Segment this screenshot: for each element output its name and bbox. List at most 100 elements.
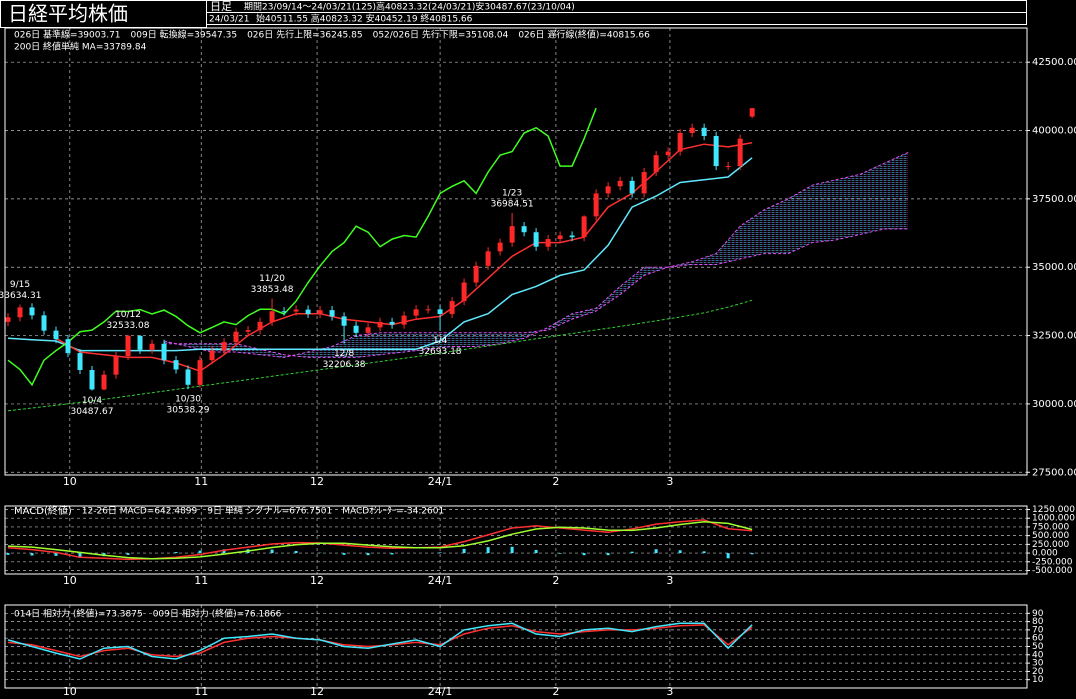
x-tick-label: 11 xyxy=(194,574,208,587)
y-tick-label: 10 xyxy=(1032,675,1044,685)
legend-entry: 009日 転換線=39547.35 xyxy=(131,29,238,41)
candle-body xyxy=(617,180,623,187)
histogram-bar xyxy=(702,551,706,554)
histogram-bar xyxy=(390,553,394,555)
annotation-value: 32206.38 xyxy=(323,360,366,370)
y-tick-label: 30000.00 xyxy=(1032,399,1076,410)
header-row xyxy=(206,12,1027,25)
candle-body xyxy=(149,343,155,350)
histogram-bar xyxy=(30,553,34,556)
histogram-bar xyxy=(342,553,346,555)
candle-body xyxy=(737,138,743,167)
panel-frame xyxy=(4,27,1028,476)
histogram-bar xyxy=(198,550,202,554)
candle-body xyxy=(113,356,119,375)
candle-body xyxy=(725,166,731,168)
x-tick-label: 24/1 xyxy=(428,574,453,587)
annotation-date: 1/23 xyxy=(502,188,522,198)
x-tick-label: 3 xyxy=(666,685,673,698)
histogram-bar xyxy=(726,553,730,559)
series-line xyxy=(7,107,597,387)
histogram-bar xyxy=(654,549,658,554)
histogram-bar xyxy=(438,552,442,554)
period: 期間23/09/14～24/03/21(125)高40823.32(24/03/… xyxy=(244,1,575,13)
candle-body xyxy=(209,350,215,361)
y-tick-label: 20 xyxy=(1032,667,1044,677)
histogram-bar xyxy=(294,550,298,554)
histogram-bar xyxy=(462,548,466,554)
candle-body xyxy=(605,186,611,194)
candle-body xyxy=(101,374,107,390)
candle-body xyxy=(29,307,35,316)
candle-body xyxy=(305,309,311,314)
legend-entry: MACDｵｼﾚｰﾀｰ=-34.2601 xyxy=(342,506,444,517)
histogram-bar xyxy=(222,549,226,554)
candle-body xyxy=(125,335,131,357)
candle-body xyxy=(365,327,371,333)
candle-body xyxy=(473,265,479,283)
candle-body xyxy=(161,343,167,361)
annotation-date: 1/4 xyxy=(433,336,448,346)
histogram-bar xyxy=(54,553,58,556)
y-tick-label: 42500.00 xyxy=(1032,57,1076,68)
y-tick-label: 27500.00 xyxy=(1032,467,1076,478)
x-tick-label: 12 xyxy=(310,685,324,698)
annotation-value: 33634.31 xyxy=(0,291,41,301)
candle-body xyxy=(497,242,503,252)
candle-body xyxy=(41,315,47,331)
annotation-value: 30487.67 xyxy=(71,407,114,417)
candle-body xyxy=(533,232,539,247)
legend-entry: 052/026日 先行下限=35108.04 xyxy=(373,29,509,41)
histogram-bar xyxy=(558,553,562,554)
x-tick-label: 10 xyxy=(63,685,77,698)
x-tick-label: 11 xyxy=(194,685,208,698)
x-tick-label: 10 xyxy=(63,574,77,587)
plot xyxy=(5,506,1027,574)
y-tick-label: 70 xyxy=(1032,625,1044,635)
candle-body xyxy=(293,309,299,312)
candle-body xyxy=(341,316,347,326)
candle-body xyxy=(569,235,575,238)
series-line xyxy=(7,520,753,560)
legend-entry: 014日 相対力 (終値)=73.3875 xyxy=(14,608,143,620)
date: 24/03/21 xyxy=(209,15,249,25)
series-line xyxy=(163,151,909,358)
x-tick-label: 10 xyxy=(63,475,77,488)
candle-body xyxy=(245,330,251,332)
histogram-bar xyxy=(270,549,274,554)
legend-entry: 9日 単純 シグナル=676.7501 xyxy=(207,505,332,517)
y-tick-label: 37500.00 xyxy=(1032,194,1076,205)
histogram-bar xyxy=(174,552,178,554)
x-tick-label: 24/1 xyxy=(428,685,453,698)
histogram-bar xyxy=(510,546,514,554)
x-tick-label: 3 xyxy=(666,574,673,587)
y-tick-label: -500.000 xyxy=(1032,566,1073,576)
candle-body xyxy=(89,370,95,390)
candle-body xyxy=(329,310,335,317)
candle-body xyxy=(701,127,707,136)
annotation-date: 9/15 xyxy=(10,280,30,290)
candle-body xyxy=(281,311,287,313)
panel-title: MACD(終値) xyxy=(14,504,72,517)
candle-body xyxy=(545,239,551,247)
candle-body xyxy=(677,132,683,152)
histogram-bar xyxy=(78,553,82,558)
candle-body xyxy=(665,151,671,156)
candle-body xyxy=(461,282,467,302)
candle-body xyxy=(653,155,659,173)
series-line xyxy=(7,622,753,660)
candle-body xyxy=(749,108,755,117)
y-tick-label: 1250.000 xyxy=(1032,505,1075,515)
candle-body xyxy=(185,369,191,385)
legend-entry: 200日 終値単純 MA=33789.84 xyxy=(14,41,147,53)
candle-body xyxy=(581,216,587,238)
annotation-date: 10/30 xyxy=(175,395,201,405)
candle-body xyxy=(65,339,71,354)
legend-entry: 009日 相対力 (終値)=76.1866 xyxy=(153,608,282,620)
y-tick-label: 80 xyxy=(1032,617,1044,627)
candle-body xyxy=(377,321,383,328)
legend-entry: 026日 遅行線(終値)=40815.66 xyxy=(518,29,650,41)
candle-body xyxy=(77,353,83,371)
histogram-bar xyxy=(6,553,10,555)
